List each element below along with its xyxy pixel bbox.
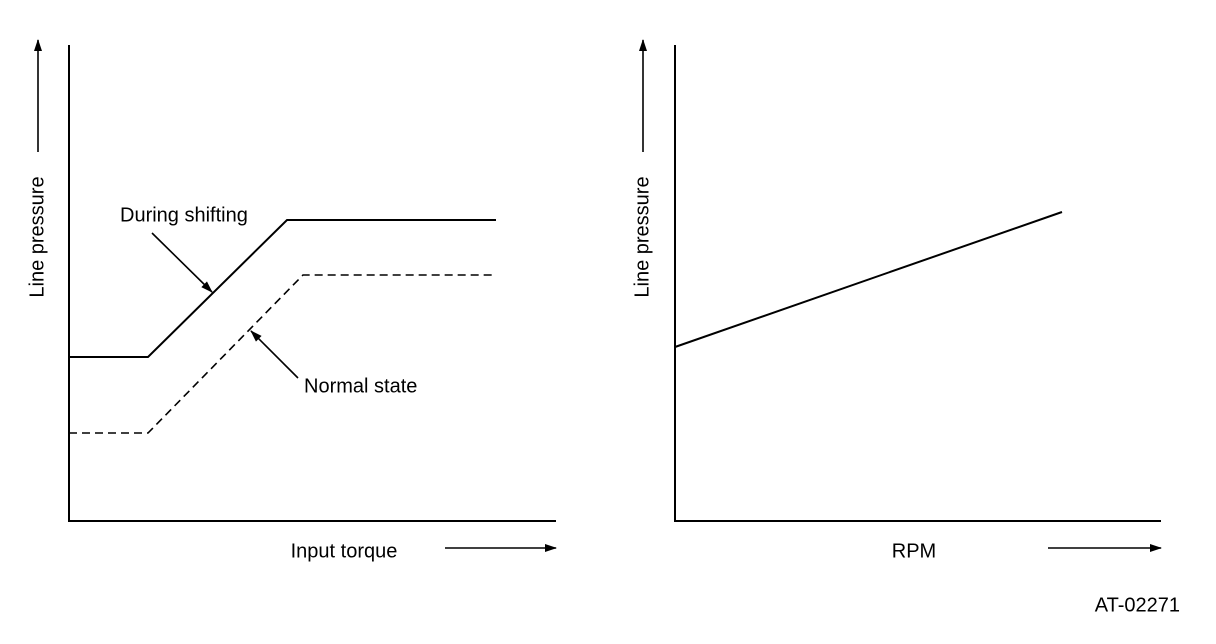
axes [674,45,1161,522]
y-label: Line pressure [631,176,653,297]
shifting-curve [69,219,496,358]
leader-arrow [151,232,213,293]
rpm-curve [674,211,1063,348]
right-chart: Line pressure RPM [631,39,1162,562]
y-label: Line pressure [26,176,48,297]
left-chart: Line pressure Input torque During shifti… [26,39,557,562]
x-label: Input torque [291,540,398,562]
x-label: RPM [892,540,936,562]
leader-arrow [250,330,299,379]
normal-curve [69,274,496,434]
figure-id: AT-02271 [1095,594,1180,616]
axes [68,45,556,522]
annotation: Normal state [304,375,417,397]
annotation: During shifting [120,204,248,226]
